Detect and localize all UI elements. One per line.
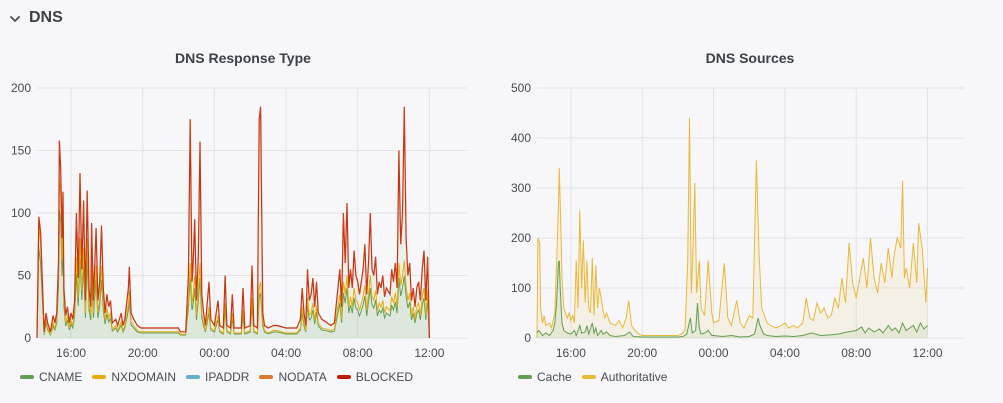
- legend-swatch: [186, 375, 201, 379]
- x-tick-label: 16:00: [556, 346, 586, 360]
- legend-item-ipaddr[interactable]: IPADDR: [186, 370, 249, 384]
- panel-dns-sources: DNS Sources 0 100 200 300 400 500 16:00 20:00 00…: [500, 44, 1000, 399]
- panel-dns-response-type: DNS Response Type 0 50 100 150 200 16:00 20:00…: [0, 44, 486, 399]
- x-tick-label: 16:00: [56, 346, 86, 360]
- legend-label: Authoritative: [600, 370, 668, 384]
- legend-item-blocked[interactable]: BLOCKED: [336, 370, 414, 384]
- legend: CNAME NXDOMAIN IPADDR NODATA BLOCKED: [20, 370, 423, 384]
- series-area-authoritative: [537, 118, 928, 338]
- x-tick-label: 00:00: [699, 346, 729, 360]
- chart-dns-response-type[interactable]: 0 50 100 150 200 16:00 20:00 00:00 04:00 08:00 12:…: [0, 70, 486, 380]
- x-tick-label: 20:00: [128, 346, 158, 360]
- x-tick-label: 04:00: [770, 346, 800, 360]
- legend-swatch: [259, 375, 274, 379]
- y-tick-label: 200: [511, 231, 531, 245]
- legend-swatch: [336, 375, 351, 379]
- legend-swatch: [20, 375, 34, 379]
- legend-label: Cache: [537, 370, 572, 384]
- y-tick-label: 100: [11, 206, 31, 220]
- dns-row-header[interactable]: DNS: [0, 0, 1003, 40]
- series-area-cname: [37, 210, 430, 338]
- x-tick-label: 00:00: [199, 346, 229, 360]
- y-tick-label: 50: [18, 269, 32, 283]
- legend-label: NXDOMAIN: [111, 370, 177, 384]
- chevron-down-icon[interactable]: [8, 12, 22, 26]
- series-area-cache: [537, 260, 928, 338]
- legend-label: BLOCKED: [355, 370, 414, 384]
- x-tick-label: 08:00: [343, 346, 373, 360]
- x-tick-label: 12:00: [913, 346, 943, 360]
- series-line-cache: [536, 260, 928, 338]
- panel-title[interactable]: DNS Response Type: [175, 50, 311, 66]
- y-tick-label: 100: [511, 281, 531, 295]
- legend-item-cache[interactable]: Cache: [518, 370, 572, 384]
- legend-item-cname[interactable]: CNAME: [20, 370, 82, 384]
- y-tick-label: 0: [24, 331, 31, 345]
- panel-title[interactable]: DNS Sources: [705, 50, 795, 66]
- row-title: DNS: [29, 9, 63, 26]
- x-tick-label: 12:00: [414, 346, 444, 360]
- y-tick-label: 200: [11, 81, 31, 95]
- legend-item-nxdomain[interactable]: NXDOMAIN: [92, 370, 176, 384]
- legend-swatch: [581, 375, 596, 379]
- y-tick-label: 500: [511, 81, 531, 95]
- y-tick-label: 150: [11, 144, 31, 158]
- series-line-authoritative: [536, 117, 929, 339]
- x-tick-label: 08:00: [841, 346, 871, 360]
- legend-label: CNAME: [39, 370, 83, 384]
- x-tick-label: 04:00: [271, 346, 301, 360]
- series-line-nodata: [36, 106, 430, 339]
- legend-label: IPADDR: [205, 370, 250, 384]
- legend: Cache Authoritative: [518, 370, 677, 384]
- legend-item-authoritative[interactable]: Authoritative: [581, 370, 668, 384]
- y-tick-label: 0: [524, 331, 531, 345]
- legend-item-nodata[interactable]: NODATA: [259, 370, 327, 384]
- y-tick-label: 400: [511, 131, 531, 145]
- y-tick-label: 300: [511, 181, 531, 195]
- legend-swatch: [92, 375, 107, 379]
- chart-dns-sources[interactable]: 0 100 200 300 400 500 16:00 20:00 00:00 04:00 08:0…: [500, 70, 1000, 380]
- legend-swatch: [518, 375, 532, 379]
- x-tick-label: 20:00: [627, 346, 657, 360]
- legend-label: NODATA: [278, 370, 327, 384]
